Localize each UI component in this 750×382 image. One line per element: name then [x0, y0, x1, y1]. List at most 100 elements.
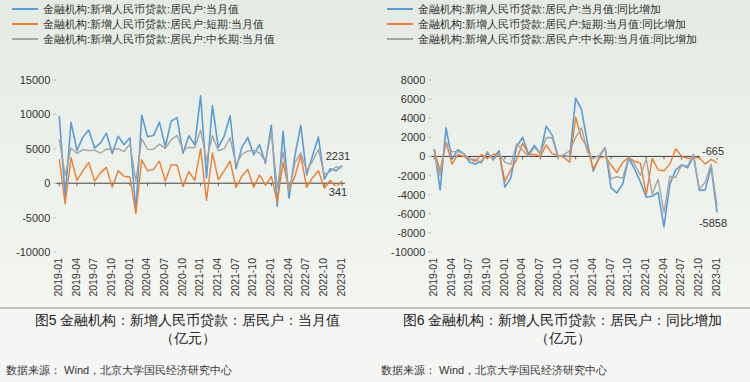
- x-tick-label: 2020-07: [158, 258, 170, 297]
- caption-background: [0, 308, 750, 382]
- x-tick-label: 2022-10: [317, 258, 329, 297]
- y-tick-label: 4000: [401, 112, 425, 124]
- x-tick-label: 2019-04: [70, 258, 82, 297]
- x-tick-label: 2019-01: [427, 258, 439, 297]
- x-tick-label: 2021-07: [604, 258, 616, 297]
- y-tick-label: 0: [419, 150, 425, 162]
- y-tick: [428, 232, 431, 233]
- annotation-patch: [700, 145, 726, 158]
- annotation: 2231: [326, 150, 350, 162]
- y-tick: [428, 99, 431, 100]
- x-tick-label: 2022-01: [639, 258, 651, 297]
- x-tick-label: 2022-10: [692, 258, 704, 297]
- y-tick: [53, 252, 56, 253]
- source-note: 数据来源： Wind，北京大学国民经济研究中心: [381, 364, 607, 376]
- x-tick-label: 2022-01: [264, 258, 276, 297]
- y-tick-label: 8000: [401, 74, 425, 86]
- x-tick-label: 2022-04: [657, 258, 669, 297]
- x-tick-label: 2023-01: [335, 258, 347, 297]
- figure-caption: 图5 金融机构：新增人民币贷款：居民户：当月值（亿元）: [35, 312, 341, 346]
- legend-label: 金融机构:新增人民币贷款:居民户:当月值:同比增加: [418, 3, 661, 15]
- legend-label: 金融机构:新增人民币贷款:居民户:中长期:当月值: [43, 33, 275, 45]
- annotation-patch: [697, 217, 729, 230]
- x-tick-label: 2019-10: [105, 258, 117, 297]
- annotation-patch: [327, 186, 349, 199]
- x-tick: [522, 156, 523, 159]
- legend-label: 金融机构:新增人民币贷款:居民户:短期:当月值:同比增加: [418, 18, 686, 30]
- x-tick-label: 2022-07: [299, 258, 311, 297]
- x-tick-label: 2020-01: [498, 258, 510, 297]
- legend-label-line: 金融机构:新增人民币贷款:居民户:短期:当月值: [43, 18, 264, 30]
- x-tick-label: 2022-07: [674, 258, 686, 297]
- legend-label-line: 金融机构:新增人民币贷款:居民户:短期:当月值:同比增加: [418, 18, 686, 30]
- chart-panel: 金融机构:新增人民币贷款:居民户:当月值:同比增加金融机构:新增人民币贷款:居民…: [381, 3, 729, 376]
- figure-caption: 图6 金融机构：新增人民币贷款：居民户：同比增加 （亿元）: [403, 312, 723, 346]
- y-tick: [428, 252, 431, 253]
- figure-caption-line: 图6 金融机构：新增人民币贷款：居民户：同比增加: [403, 312, 723, 328]
- legend-label-line: 金融机构:新增人民币贷款:居民户:中长期:当月值:同比增加: [418, 33, 697, 45]
- y-tick-label: -4000: [397, 189, 425, 201]
- y-tick-label: -10000: [16, 246, 50, 258]
- data-group: [434, 98, 717, 227]
- y-tick: [53, 148, 56, 149]
- x-tick-label: 2019-01: [52, 258, 64, 297]
- legend-swatch: [387, 23, 413, 25]
- x-tick-label: 2021-01: [193, 258, 205, 297]
- x-tick: [59, 183, 60, 186]
- x-tick-label: 2021-01: [568, 258, 580, 297]
- annotation: -665: [702, 145, 724, 157]
- data-group: [59, 96, 342, 214]
- background: [0, 0, 750, 308]
- legend-label: 金融机构:新增人民币贷款:居民户:当月值: [43, 3, 239, 15]
- y-tick: [428, 194, 431, 195]
- y-tick-label: -6000: [397, 208, 425, 220]
- page: {"chart_data": [ {"type": "line", "title…: [0, 0, 750, 382]
- x-tick-label: 2019-10: [480, 258, 492, 297]
- x-tick-label: 2021-10: [621, 258, 633, 297]
- legend-swatch: [387, 38, 413, 40]
- y-tick-label: 15000: [20, 74, 51, 86]
- x-tick-label: 2019-07: [87, 258, 99, 297]
- x-tick: [147, 183, 148, 186]
- y-tick-label: -8000: [397, 227, 425, 239]
- legend-swatch: [387, 8, 413, 10]
- x-tick: [165, 183, 166, 186]
- y-tick: [53, 183, 56, 184]
- x-tick-label: 2021-04: [211, 258, 223, 297]
- x-tick-label: 2021-10: [246, 258, 258, 297]
- x-tick: [218, 183, 219, 186]
- figure-caption-line: （亿元）: [160, 330, 216, 346]
- y-tick: [53, 80, 56, 81]
- y-tick: [53, 217, 56, 218]
- x-tick-label: 2020-10: [551, 258, 563, 297]
- x-tick-label: 2021-07: [229, 258, 241, 297]
- y-tick: [428, 118, 431, 119]
- x-tick: [575, 156, 576, 159]
- y-tick: [428, 156, 431, 157]
- y-tick-label: 2000: [401, 131, 425, 143]
- y-tick-label: 5000: [26, 143, 50, 155]
- x-tick-label: 2022-04: [282, 258, 294, 297]
- y-tick: [428, 175, 431, 176]
- x-tick-label: 2020-04: [140, 258, 152, 297]
- x-tick: [76, 183, 77, 186]
- legend-label-line: 金融机构:新增人民币贷款:居民户:当月值: [43, 3, 239, 15]
- x-tick-label: 2020-01: [123, 258, 135, 297]
- series-line: [59, 149, 342, 214]
- series-line: [59, 130, 342, 191]
- figure-caption-line: （亿元）: [535, 330, 591, 346]
- x-tick-label: 2021-04: [586, 258, 598, 297]
- legend-label: 金融机构:新增人民币贷款:居民户:中长期:当月值:同比增加: [418, 33, 697, 45]
- legend-swatch: [12, 38, 38, 40]
- x-tick-label: 2020-04: [515, 258, 527, 297]
- caption-rule: [0, 308, 750, 309]
- x-tick: [271, 183, 272, 186]
- series-line: [434, 117, 717, 194]
- legend-label-line: 金融机构:新增人民币贷款:居民户:中长期:当月值: [43, 33, 275, 45]
- series-line: [434, 128, 717, 213]
- x-tick-label: 2023-01: [710, 258, 722, 297]
- y-tick: [53, 114, 56, 115]
- y-tick-label: -5000: [22, 212, 50, 224]
- legend-swatch: [12, 8, 38, 10]
- series-line: [434, 98, 717, 227]
